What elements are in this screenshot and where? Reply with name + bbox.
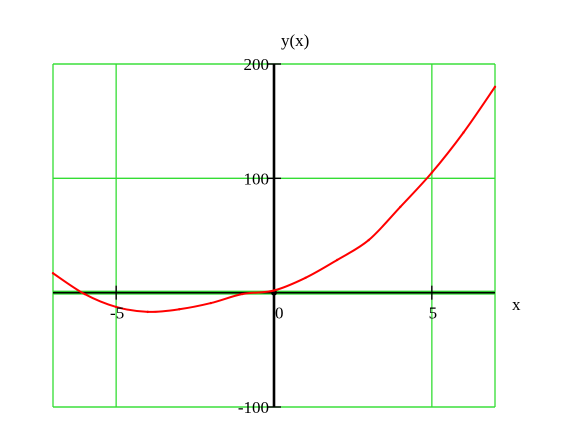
data-point — [430, 171, 434, 174]
data-point — [178, 308, 181, 311]
series-layer — [51, 85, 497, 314]
data-point — [241, 292, 244, 296]
data-point — [462, 131, 465, 134]
axes — [53, 63, 495, 408]
y-axis-label: y(x) — [281, 31, 309, 50]
y-tick-label: 100 — [244, 169, 270, 188]
x-axis-label: x — [512, 295, 521, 314]
x-tick-label: -5 — [110, 304, 124, 323]
data-point — [304, 276, 307, 280]
data-point — [209, 301, 213, 305]
x-tick-label: 0 — [275, 304, 284, 323]
x-tick-label: 5 — [429, 304, 438, 323]
data-point — [335, 258, 339, 262]
tick-labels: -5 0 5 -100 100 200 — [110, 55, 437, 417]
data-point — [83, 292, 86, 296]
data-point — [114, 305, 118, 309]
data-point — [493, 85, 497, 89]
data-point — [399, 205, 402, 209]
data-point — [51, 272, 55, 275]
data-point — [146, 310, 149, 314]
data-point — [272, 289, 276, 292]
data-point — [367, 238, 370, 242]
y-tick-label: 200 — [244, 55, 270, 74]
y-tick-label: -100 — [238, 398, 269, 417]
